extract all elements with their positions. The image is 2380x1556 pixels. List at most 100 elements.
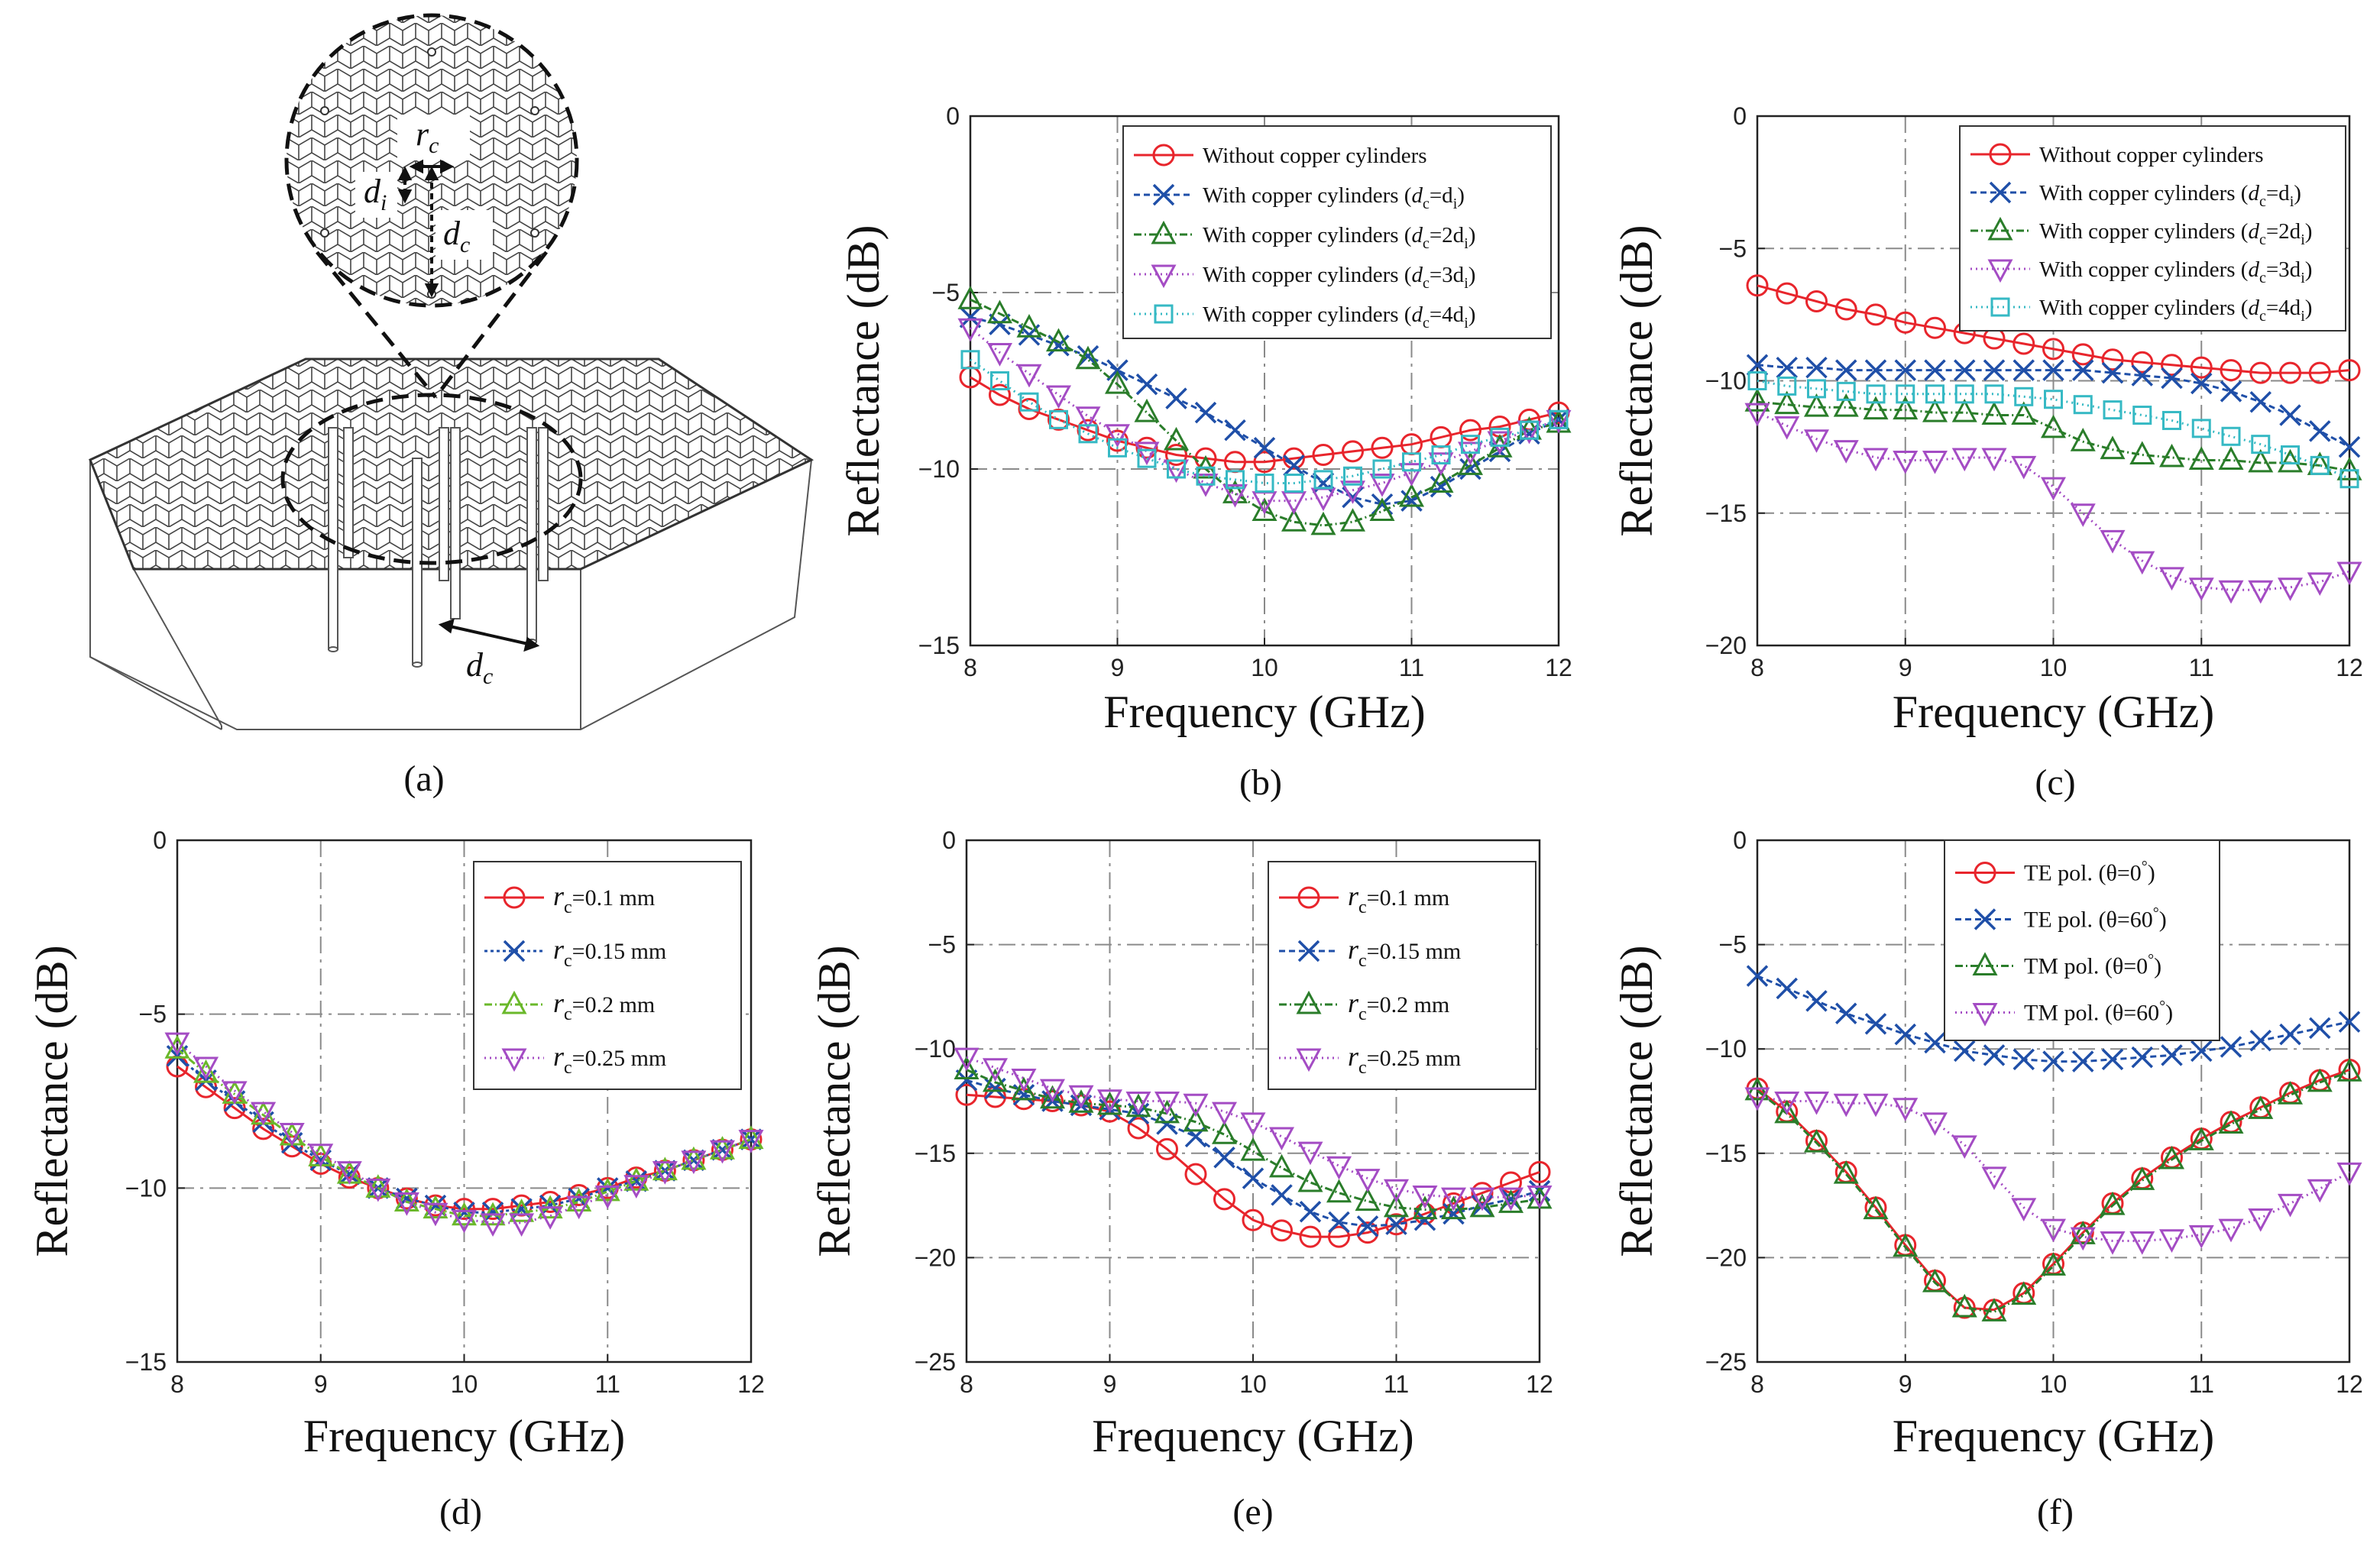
data-point [164,1032,190,1056]
data-point [1744,1087,1770,1111]
y-tick-label: 0 [153,827,167,854]
data-point [1224,419,1246,442]
legend-marker [1989,143,2012,166]
data-point [2308,361,2331,384]
data-point [2131,364,2153,387]
data-point [1805,356,1828,379]
data-point [2188,1224,2214,1249]
data-point [1954,384,1974,404]
data-point [1242,1167,1264,1189]
data-point [1866,384,1886,404]
data-point [2040,414,2067,438]
data-point [1863,396,1889,420]
data-point [1283,447,1305,470]
series-line [176,1040,752,1224]
data-point [2336,561,2362,586]
data-point [2248,1208,2274,1232]
data-point [2191,1040,2213,1063]
data-point [1127,1117,1150,1140]
data-point [1268,1127,1295,1151]
legend-marker [1152,183,1175,206]
data-point [365,1178,391,1202]
data-point [2338,359,2361,382]
data-point [2161,367,2183,390]
data-point [1924,1031,1946,1054]
legend-marker [1972,1003,1998,1027]
data-point [682,1149,705,1172]
data-point [1104,370,1131,394]
x-tick-label: 11 [1399,654,1424,681]
data-point [1981,401,2007,425]
data-point [1443,1202,1465,1225]
data-point [1803,1128,1830,1153]
data-point [2161,354,2183,377]
data-point [709,1136,735,1160]
data-point [990,371,1009,390]
data-point [537,1206,563,1230]
data-point [652,1161,678,1185]
y-tick-label: −15 [1705,1140,1747,1167]
data-point [1313,470,1333,490]
legend-entry: With copper cylinders (dc=di) [1203,183,1465,212]
data-point [1864,359,1887,381]
data-point [2070,503,2096,527]
panel-label-e: (e) [1232,1492,1273,1532]
data-point [1528,1179,1551,1202]
data-point [2310,455,2330,475]
zoom-circle: rc di dc [284,13,579,308]
series-4 [1744,403,2362,604]
data-point [711,1139,733,1161]
legend-entry: rc=0.15 mm [1348,934,1461,971]
data-point [1951,1293,1977,1318]
data-point [2158,443,2185,467]
legend-marker [501,1048,527,1072]
data-point [1469,1187,1495,1211]
annotation-dc-body: dc [466,646,493,689]
data-point [1281,508,1307,532]
y-tick-label: 0 [942,827,956,854]
body-spacing-arrow [438,618,540,652]
x-tick-label: 12 [737,1370,765,1398]
data-point [1744,388,1770,412]
data-point [2279,361,2301,384]
legend-marker [1151,264,1177,289]
legend-marker [503,886,526,909]
data-point [1252,497,1277,521]
data-point [1774,1092,1800,1115]
chart-e: 8 9 10 11 12 0 −5 −10 −15 −20 −25 Frequency (GHz) Re… [809,827,1553,1532]
data-point [1981,1166,2007,1191]
data-point [1440,1195,1467,1220]
data-point [1402,452,1421,472]
data-point [481,1198,504,1221]
legend: rc=0.1 mm rc=0.15 mm rc=0.2 mm rc=0.25 mm [1268,861,1536,1090]
data-point [1343,466,1362,486]
data-point [1413,1208,1436,1231]
data-point [1428,469,1454,493]
legend-entry: rc=0.2 mm [553,988,655,1024]
data-point [982,1058,1009,1082]
data-point [986,299,1013,324]
data-point [1981,448,2007,472]
data-point [1156,1137,1178,1160]
data-point [1863,1093,1889,1118]
chart-panels: 8 9 10 11 12 0 −5 −10 −15 Frequency (GHz) Reflecta… [27,102,2363,1532]
data-point [1154,1092,1180,1115]
legend-entry: With copper cylinders (dc=4di) [1203,302,1475,332]
data-point [1271,1184,1293,1206]
data-point [1041,1090,1064,1112]
data-point [2158,1145,2185,1169]
data-point [1154,1099,1180,1124]
data-point [1369,473,1395,497]
x-tick-label: 11 [595,1370,620,1398]
data-point [2014,387,2034,406]
data-point [2336,1058,2362,1082]
x-tick-label: 10 [1239,1370,1267,1398]
series-4 [1744,1087,2362,1255]
data-point [2309,420,2331,442]
y-tick-label: −15 [918,632,960,659]
data-point [2042,359,2064,381]
x-axis-label: Frequency (GHz) [1893,1411,2215,1461]
data-point [2277,448,2304,473]
data-point [2012,359,2035,381]
